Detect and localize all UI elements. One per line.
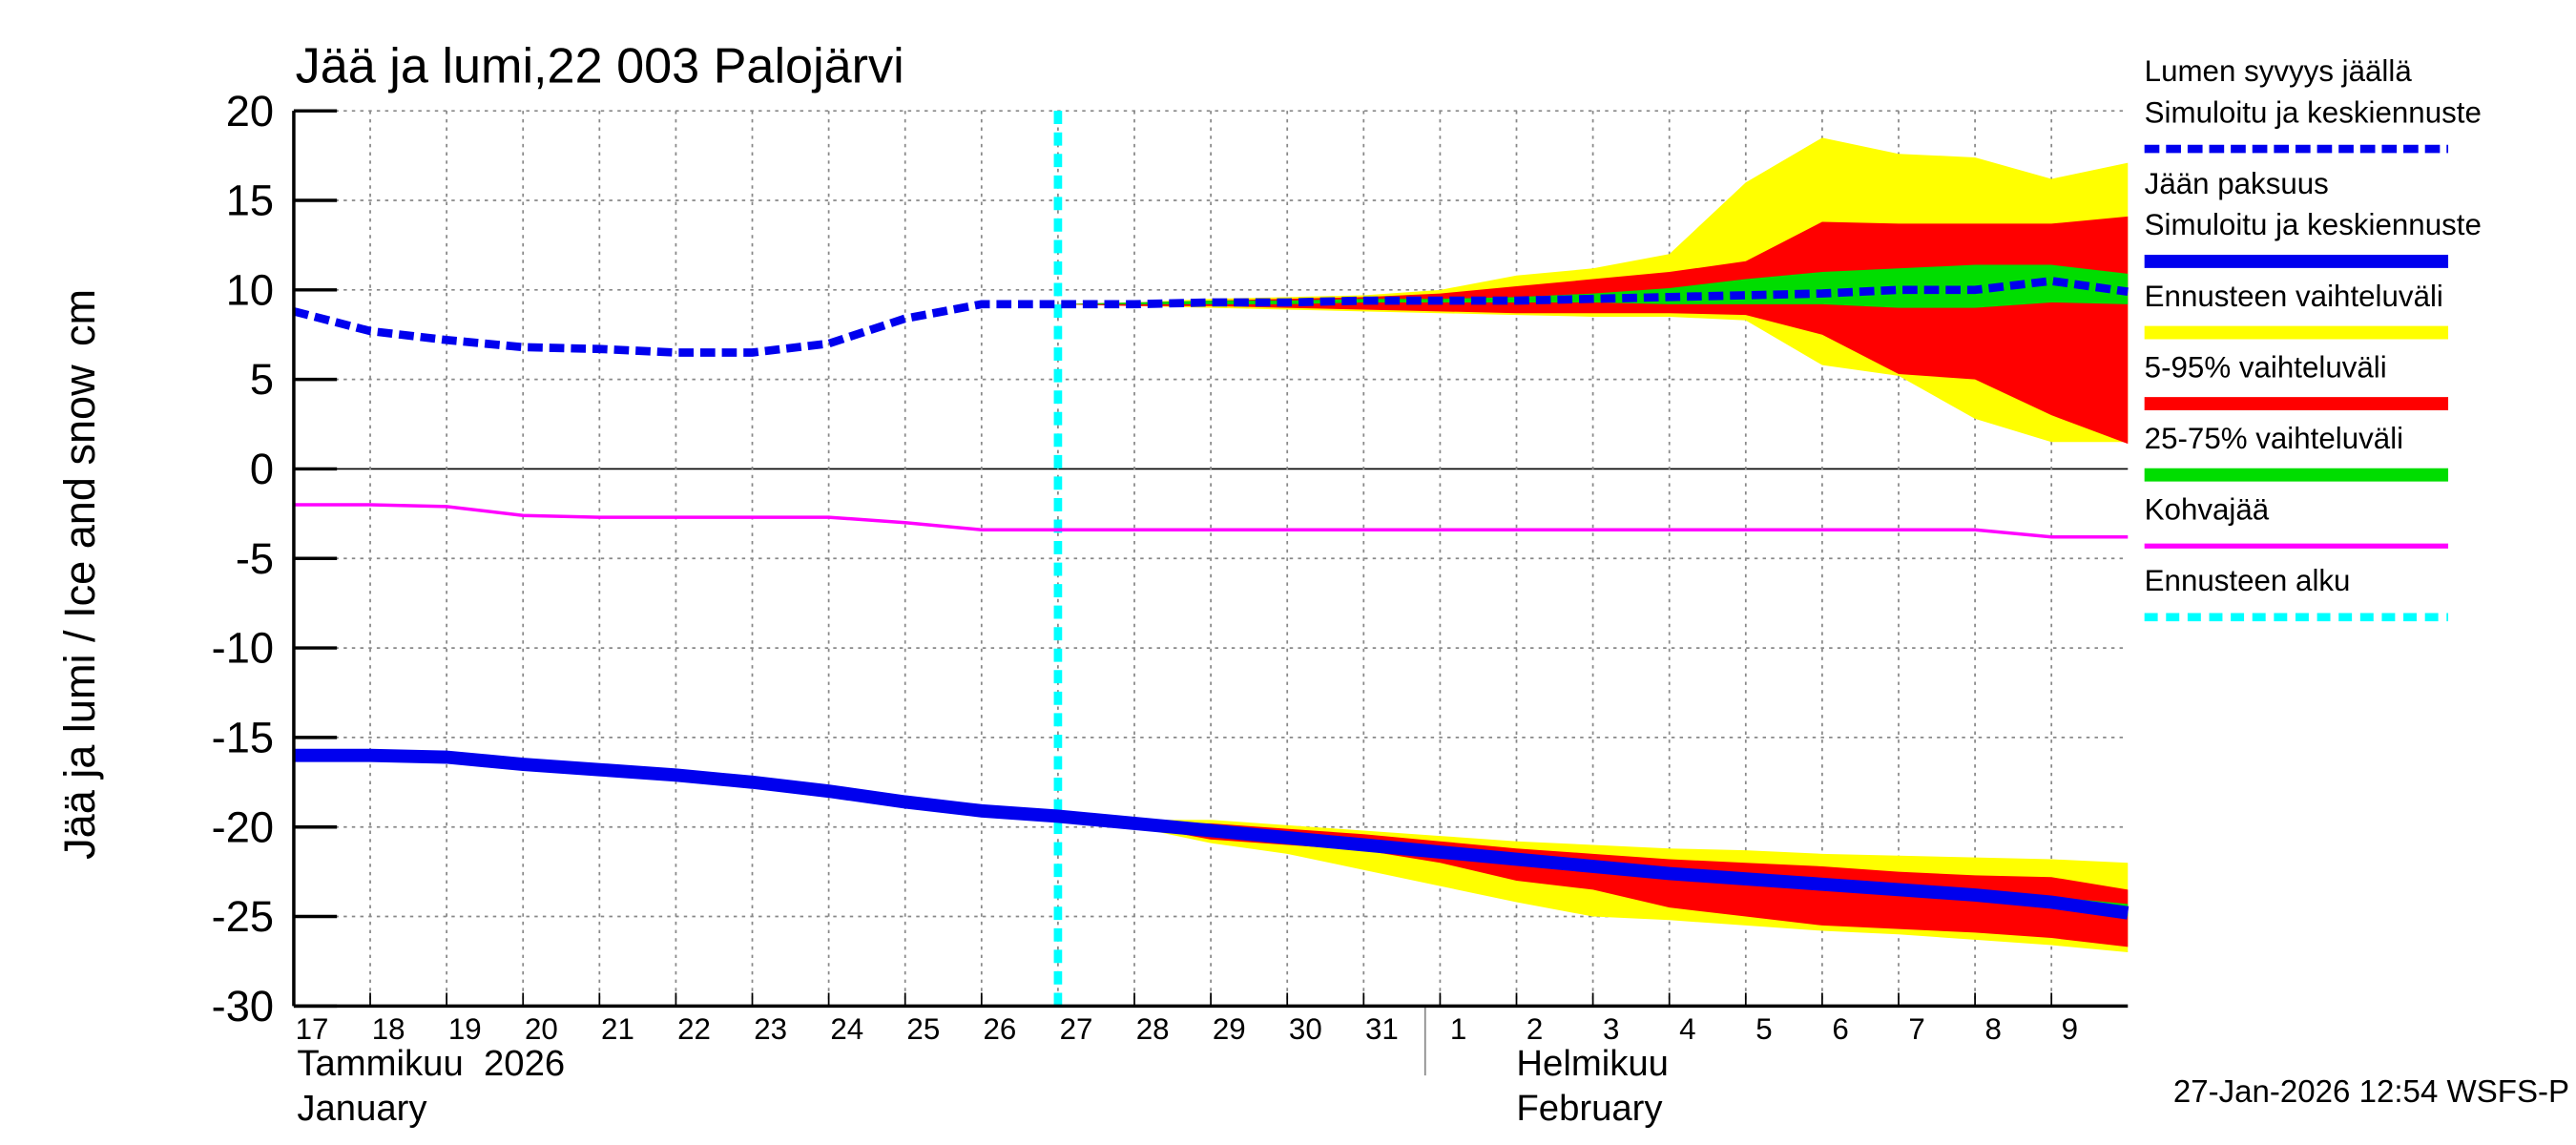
x-tick-label: 23 <box>754 1012 787 1046</box>
x-tick-label: 29 <box>1213 1012 1246 1046</box>
x-tick-label: 6 <box>1832 1012 1848 1046</box>
y-tick-label: -25 <box>212 892 274 941</box>
x-tick-label: 8 <box>1985 1012 2002 1046</box>
y-axis-unit: cm <box>55 289 104 346</box>
x-tick-label: 4 <box>1679 1012 1695 1046</box>
x-tick-label: 9 <box>2062 1012 2078 1046</box>
legend-label: Kohvajää <box>2145 493 2270 527</box>
x-tick-label: 31 <box>1365 1012 1399 1046</box>
month-label: February <box>1516 1088 1663 1129</box>
footer: 27-Jan-2026 12:54 WSFS-P <box>2173 1073 2569 1109</box>
y-tick-label: -15 <box>212 714 274 762</box>
y-tick-label: -10 <box>212 624 274 673</box>
legend-label: Ennusteen vaihteluväli <box>2145 280 2443 313</box>
x-tick-label: 28 <box>1136 1012 1170 1046</box>
band-area <box>1057 816 2129 947</box>
y-tick-label: 10 <box>226 265 274 314</box>
y-tick-label: 20 <box>226 87 274 135</box>
x-tick-label: 7 <box>1908 1012 1924 1046</box>
x-tick-label: 3 <box>1603 1012 1619 1046</box>
y-tick-label: 5 <box>250 355 274 404</box>
x-tick-label: 25 <box>906 1012 940 1046</box>
x-tick-label: 26 <box>984 1012 1017 1046</box>
x-tick-label: 20 <box>525 1012 558 1046</box>
x-tick-label: 2 <box>1527 1012 1543 1046</box>
legend-label: Simuloitu ja keskiennuste <box>2145 95 2482 129</box>
series-line <box>292 277 2129 357</box>
legend-label: Ennusteen alku <box>2145 564 2351 597</box>
x-tick-label: 1 <box>1450 1012 1466 1046</box>
x-tick-label: 17 <box>296 1012 329 1046</box>
y-tick-label: -30 <box>212 982 274 1030</box>
legend-label: 25-75% vaihteluväli <box>2145 422 2403 455</box>
chart-title: Jää ja lumi,22 003 Palojärvi <box>296 39 904 94</box>
legend-label: Simuloitu ja keskiennuste <box>2145 208 2482 241</box>
band-area <box>1057 264 2129 308</box>
x-tick-label: 24 <box>830 1012 863 1046</box>
month-label: Helmikuu <box>1516 1043 1668 1084</box>
x-tick-label: 19 <box>448 1012 482 1046</box>
series-line <box>293 748 2129 920</box>
y-axis-label: Jää ja lumi / Ice and snow <box>55 364 104 860</box>
legend-label: Lumen syvyys jäällä <box>2145 54 2413 88</box>
x-tick-label: 22 <box>677 1012 711 1046</box>
y-tick-label: 0 <box>250 445 274 493</box>
y-tick-label: -5 <box>236 534 274 583</box>
x-tick-label: 18 <box>372 1012 405 1046</box>
series-line <box>293 503 2129 539</box>
legend-label: 5-95% vaihteluväli <box>2145 350 2387 384</box>
x-tick-label: 30 <box>1289 1012 1322 1046</box>
x-tick-label: 21 <box>601 1012 634 1046</box>
y-tick-label: 15 <box>226 177 274 225</box>
x-tick-label: 5 <box>1755 1012 1772 1046</box>
y-tick-label: -20 <box>212 802 274 851</box>
x-tick-label: 27 <box>1060 1012 1093 1046</box>
month-label: January <box>297 1088 427 1129</box>
month-label: Tammikuu 2026 <box>297 1043 565 1084</box>
legend-label: Jään paksuus <box>2145 167 2329 200</box>
